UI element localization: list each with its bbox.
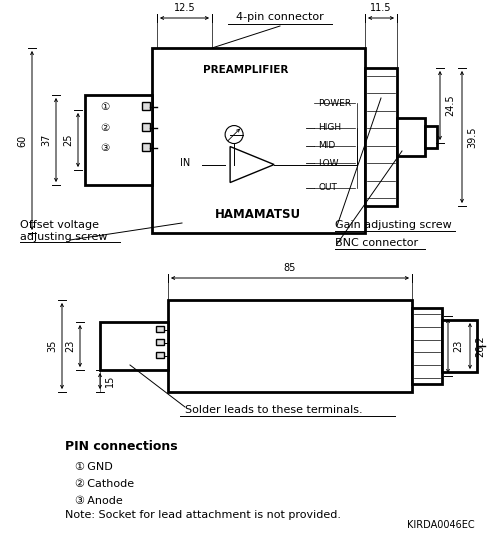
Text: ① GND: ① GND [75, 462, 113, 472]
Text: Solder leads to these terminals.: Solder leads to these terminals. [185, 405, 363, 415]
Text: 26.2: 26.2 [475, 335, 485, 357]
Bar [100, 322, 168, 370]
Text: BNC connector: BNC connector [335, 238, 418, 248]
Text: 24.5: 24.5 [445, 94, 455, 116]
Text: 60: 60 [17, 134, 27, 147]
Text: HAMAMATSU: HAMAMATSU [215, 208, 301, 221]
Text: LOW: LOW [318, 159, 338, 167]
Text: MID: MID [318, 141, 336, 151]
Text: 15: 15 [105, 375, 115, 387]
Text: ② Cathode: ② Cathode [75, 479, 134, 489]
Text: 85: 85 [284, 263, 296, 273]
Bar [442, 320, 477, 372]
Bar [142, 123, 150, 131]
Bar [85, 95, 152, 185]
Bar [156, 326, 164, 332]
Text: 25: 25 [63, 134, 73, 146]
Text: 35: 35 [47, 340, 57, 352]
Text: PREAMPLIFIER: PREAMPLIFIER [203, 65, 288, 75]
Text: ③: ③ [100, 143, 110, 153]
Text: 11.5: 11.5 [370, 3, 392, 13]
Bar [168, 300, 412, 392]
Text: POWER: POWER [318, 98, 351, 107]
Text: HIGH: HIGH [318, 124, 341, 132]
Text: PIN connections: PIN connections [65, 440, 178, 453]
Bar [152, 48, 365, 233]
Text: 4-pin connector: 4-pin connector [236, 12, 324, 22]
Text: OUT: OUT [318, 184, 337, 192]
Text: 37: 37 [41, 134, 51, 146]
Bar [397, 118, 425, 156]
Text: IN: IN [180, 158, 190, 168]
Text: Offset voltage
adjusting screw: Offset voltage adjusting screw [20, 220, 107, 241]
Bar [365, 68, 397, 206]
Text: ②: ② [100, 123, 110, 133]
Bar [142, 102, 150, 110]
Bar [425, 126, 437, 148]
Text: ①: ① [100, 102, 110, 112]
Text: ③ Anode: ③ Anode [75, 496, 123, 506]
Bar [142, 143, 150, 151]
Bar [412, 308, 442, 384]
Text: KIRDA0046EC: KIRDA0046EC [407, 520, 475, 530]
Text: 23: 23 [65, 340, 75, 352]
Text: Gain adjusting screw: Gain adjusting screw [335, 220, 452, 230]
Text: 12.5: 12.5 [174, 3, 195, 13]
Text: 39.5: 39.5 [467, 126, 477, 148]
Bar [156, 339, 164, 345]
Text: Note: Socket for lead attachment is not provided.: Note: Socket for lead attachment is not … [65, 510, 341, 520]
Text: 23: 23 [453, 340, 463, 352]
Bar [156, 352, 164, 358]
